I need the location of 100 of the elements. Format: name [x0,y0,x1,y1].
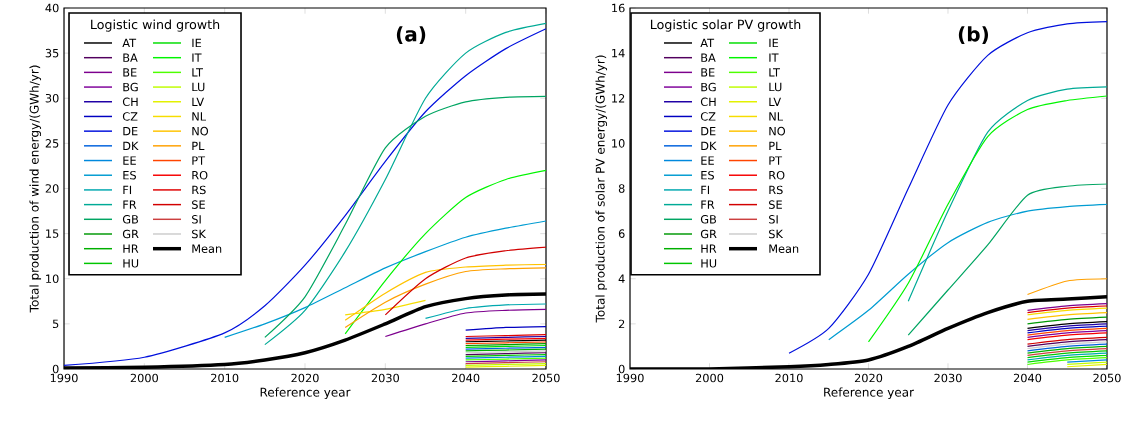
legend-label: NO [192,126,209,136]
legend-label: SI [769,215,778,224]
x-tick-label: 2000 [130,373,159,383]
x-tick-label: 2010 [211,373,239,383]
legend-label: SE [769,200,782,209]
legend-label: IT [192,53,202,62]
y-tick-label: 35 [45,48,59,58]
legend-label: RS [192,185,206,195]
line-series [344,263,546,321]
legend-label: HR [701,244,717,253]
line-series [907,86,1107,302]
legend-label: LV [192,97,205,106]
legend-label: ES [123,170,137,180]
y-tick-label: 16 [612,3,625,13]
legend-label: LV [769,97,781,106]
x-tick-label: 2030 [934,373,962,383]
x-tick-label: 2050 [532,373,560,383]
legend-label: Mean [192,244,222,253]
line-series [384,246,546,316]
y-tick-label: 10 [46,274,59,284]
y-tick-label: 15 [46,229,59,238]
legend-label: PT [192,156,206,165]
legend-label: BE [701,68,715,77]
legend-label: BA [123,53,138,62]
annotation: (a) [396,26,426,44]
y-tick-label: 12 [612,94,625,103]
legend-label: FI [123,185,132,195]
legend-label: PT [769,156,783,165]
legend-label: AT [700,38,715,48]
x-tick-label: 2050 [1093,373,1121,383]
legend-label: HU [123,259,139,268]
y-tick-label: 0 [618,364,625,374]
legend-label: GR [122,229,139,239]
legend-label: DE [701,127,716,136]
x-tick-label: 2030 [371,373,400,383]
legend-label: FR [701,200,715,209]
y-tick-label: 0 [52,364,59,374]
legend-label: RO [769,170,785,180]
legend-label: SE [192,200,205,209]
x-tick-label: 2020 [291,373,319,383]
y-tick-label: 20 [45,184,59,193]
line-series [344,267,546,329]
legend-label: BG [123,82,138,92]
x-tick-label: 2040 [452,373,480,383]
y-tick-label: 40 [45,3,59,13]
x-axis-title: Reference year [824,387,914,400]
x-tick-label: 2020 [854,373,883,383]
y-tick-label: 14 [612,48,625,58]
y-tick-label: 10 [612,139,625,148]
line-series [224,220,546,338]
y-tick-label: 5 [52,319,59,329]
legend-label: PL [769,141,782,150]
legend-label: SK [769,229,784,239]
x-tick-label: 2040 [1013,373,1042,383]
legend-label: EE [123,156,136,165]
line-series [867,95,1107,343]
annotation: (b) [958,26,989,44]
legend-label: LT [192,68,203,77]
legend-label: HU [701,259,717,268]
legend-title: Logistic wind growth [91,19,220,32]
legend-label: CH [122,97,138,107]
y-tick-label: 6 [618,229,625,238]
legend-label: BG [701,82,716,92]
legend-label: IE [192,38,202,48]
legend-label: PL [192,141,205,150]
y-tick-label: 8 [618,184,625,193]
y-tick-label: 4 [618,274,625,283]
legend-label: IE [769,38,779,48]
line-series [344,169,546,335]
legend-label: HR [123,244,139,253]
legend-label: SI [192,215,201,224]
line-series [384,308,546,338]
legend-label: DE [123,127,138,136]
legend-label: NL [769,112,783,121]
legend-label: IT [769,53,779,62]
legend-label: SK [192,229,207,239]
legend-label: GB [700,215,717,224]
legend-label: BE [123,68,137,77]
line-series [424,303,546,320]
line-series [264,95,546,338]
y-axis-title: Total production of solar PV energy/(GWh/yr) [595,55,608,323]
y-tick-label: 2 [618,319,625,329]
legend-title: Logistic solar PV growth [650,19,801,32]
x-tick-label: 1990 [50,373,78,383]
legend-label: NO [769,126,786,136]
legend-label: BA [701,53,716,62]
x-axis-title: Reference year [260,387,351,400]
legend-label: EE [701,156,714,165]
legend-label: CZ [700,112,716,121]
legend-label: RS [769,185,783,195]
legend-label: GB [122,215,139,224]
legend-label: DK [123,141,139,150]
y-tick-label: 30 [45,93,59,103]
legend-label: FR [123,200,137,209]
legend-label: DK [701,141,717,150]
x-tick-label: 2000 [695,373,724,383]
x-tick-label: 2010 [775,373,803,383]
legend-label: Mean [769,244,799,253]
legend-label: LT [769,68,780,77]
y-tick-label: 25 [45,139,59,148]
